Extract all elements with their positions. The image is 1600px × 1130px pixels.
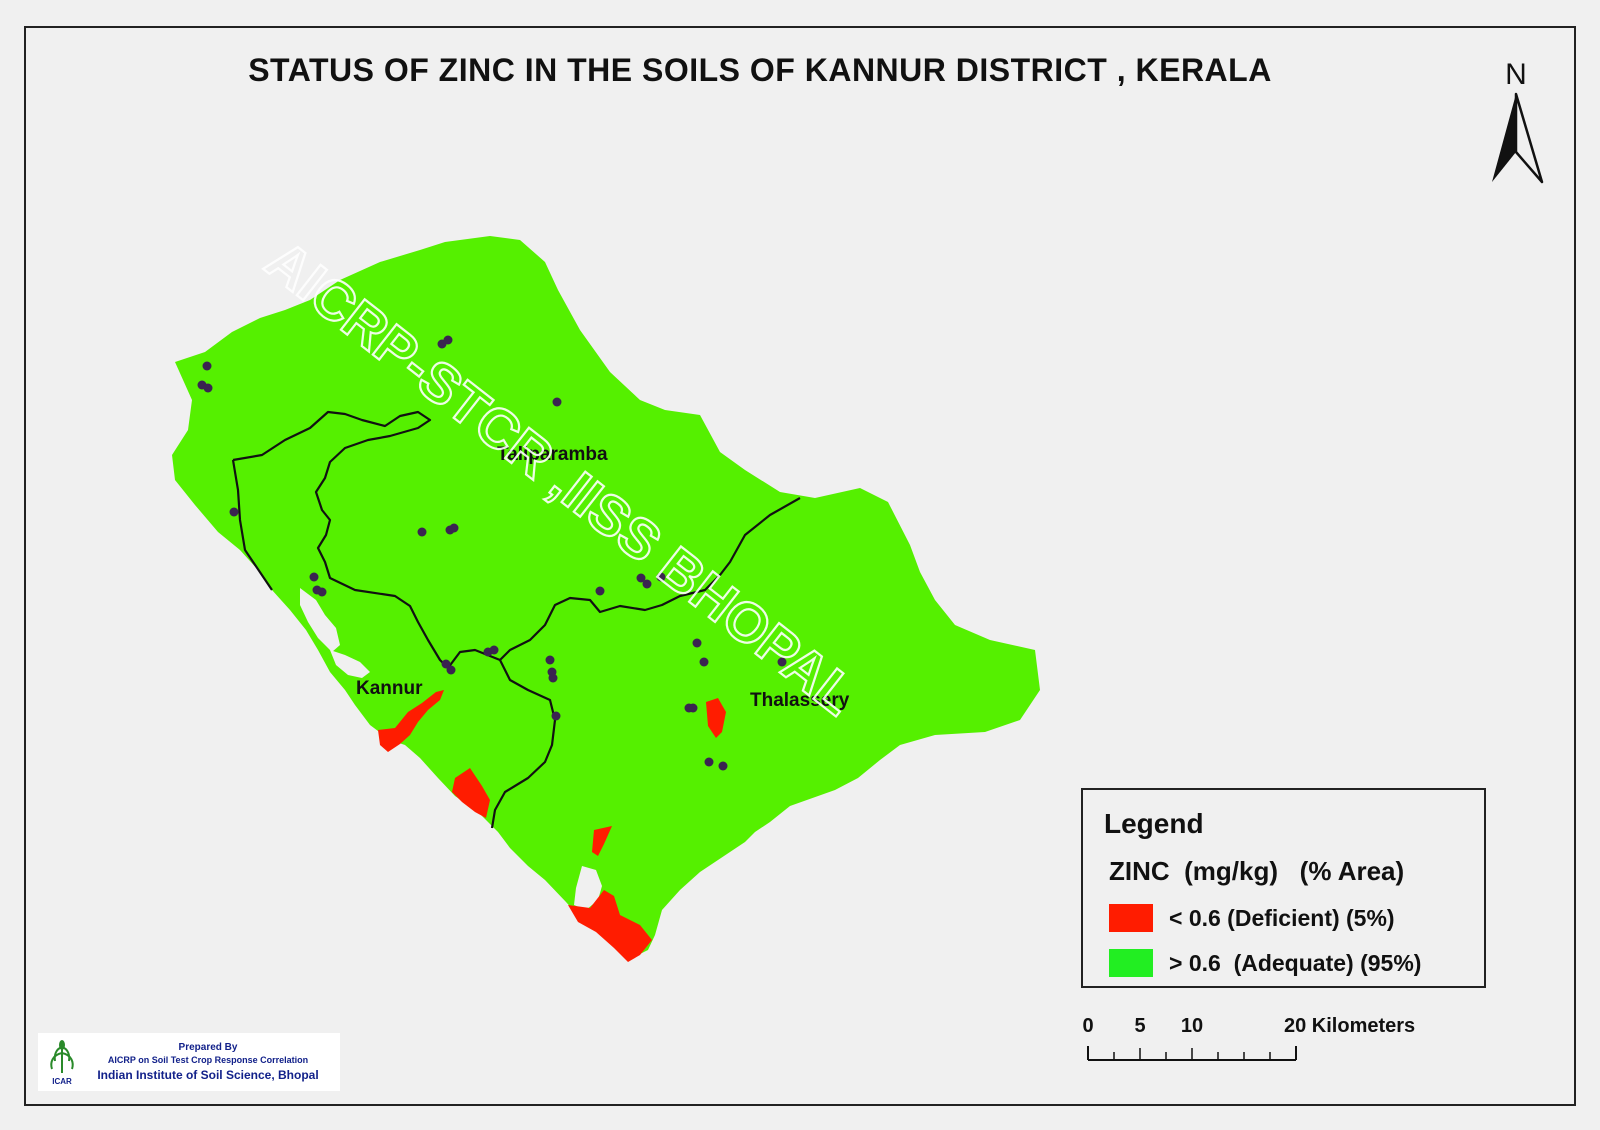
backwater-lake xyxy=(330,650,370,678)
region-label-kannur: Kannur xyxy=(356,678,423,699)
credit-project: AICRP on Soil Test Crop Response Correla… xyxy=(107,1055,309,1065)
north-arrow: N xyxy=(1492,58,1544,184)
scale-tick-10: 10 xyxy=(1181,1015,1203,1037)
legend-label-deficient: < 0.6 (Deficient) (5%) xyxy=(1169,904,1395,931)
legend-header: ZINC (mg/kg) (% Area) xyxy=(1109,856,1405,886)
legend-label-adequate: > 0.6 (Adequate) (95%) xyxy=(1169,949,1422,976)
icar-wheat-logo-icon: ICAR xyxy=(50,1040,74,1086)
legend-item-deficient: < 0.6 (Deficient) (5%) xyxy=(1109,903,1395,933)
north-arrow-icon xyxy=(1492,94,1516,182)
north-label: N xyxy=(1505,58,1527,91)
credit-box: ICAR Prepared By AICRP on Soil Test Crop… xyxy=(38,1033,340,1091)
sample-points xyxy=(197,335,787,771)
deficient-patch xyxy=(568,890,652,962)
backwater-lake xyxy=(300,588,340,652)
legend-swatch-deficient xyxy=(1109,904,1153,932)
region-label-taliparamba: Taliparamba xyxy=(497,444,608,465)
backwater-lake xyxy=(574,866,602,910)
svg-text:ICAR: ICAR xyxy=(52,1077,72,1086)
taluk-boundary xyxy=(499,497,801,661)
scale-tick-0: 0 xyxy=(1082,1015,1093,1037)
district-area xyxy=(172,236,1040,958)
legend-title: Legend xyxy=(1104,808,1204,839)
legend: Legend ZINC (mg/kg) (% Area) < 0.6 (Defi… xyxy=(1081,788,1486,988)
legend-item-adequate: > 0.6 (Adequate) (95%) xyxy=(1109,948,1421,978)
scale-bar: 0 5 10 20 Kilometers xyxy=(1082,1015,1415,1061)
region-label-thalassery: Thalassery xyxy=(750,690,850,711)
scale-tick-20: 20 Kilometers xyxy=(1284,1015,1415,1037)
map-title: STATUS OF ZINC IN THE SOILS OF KANNUR DI… xyxy=(248,52,1272,88)
deficient-patch xyxy=(452,768,490,818)
legend-swatch-adequate xyxy=(1109,949,1153,977)
credit-prepared-by: Prepared By xyxy=(178,1042,238,1053)
credit-institute: Indian Institute of Soil Science, Bhopal xyxy=(97,1068,319,1082)
deficient-patch xyxy=(592,826,612,856)
taluk-boundary xyxy=(231,459,273,591)
deficient-patch xyxy=(706,698,726,738)
deficient-patch xyxy=(378,690,444,752)
taluk-boundary xyxy=(232,410,557,829)
scale-tick-5: 5 xyxy=(1134,1015,1145,1037)
